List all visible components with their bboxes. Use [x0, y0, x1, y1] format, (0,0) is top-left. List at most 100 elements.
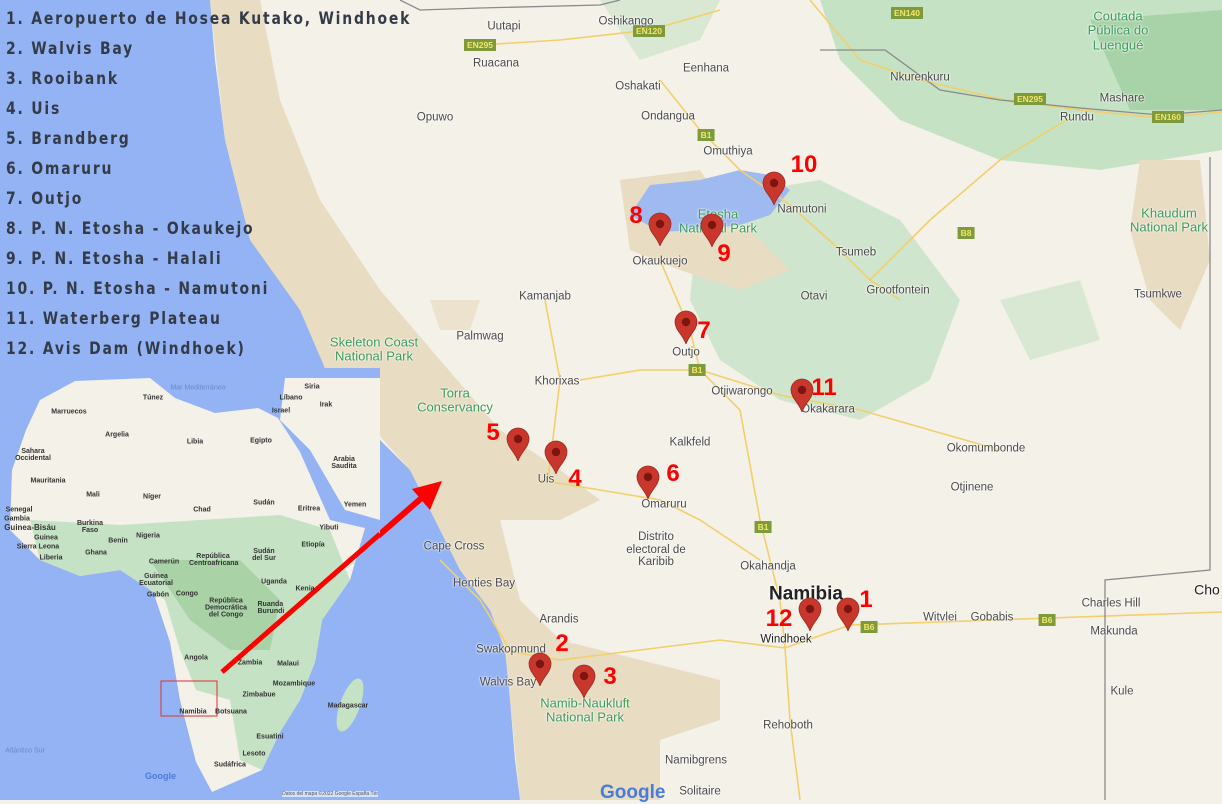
- country-label: Uganda: [261, 578, 287, 586]
- place-label: Rundu: [1060, 111, 1094, 124]
- place-label: Khorixas: [534, 375, 580, 388]
- map-marker-pin[interactable]: [798, 597, 822, 633]
- country-label: Guinea Ecuatorial: [139, 573, 173, 587]
- marker-number: 1: [859, 586, 873, 613]
- country-label: Ruanda Burundi: [257, 601, 285, 615]
- country-label: Irak: [319, 401, 333, 409]
- place-label: Grootfontein: [866, 284, 930, 297]
- map-marker-pin[interactable]: [700, 213, 724, 249]
- country-label: Zimbabue: [242, 691, 276, 699]
- country-label: Camerún: [148, 558, 180, 566]
- map-marker-pin[interactable]: [528, 652, 552, 688]
- marker-number: 2: [555, 630, 569, 657]
- google-logo: Google: [600, 782, 666, 803]
- legend-item: 5. Brandberg: [6, 129, 131, 149]
- country-label: Ghana: [85, 549, 107, 557]
- place-label: Namibgrens: [665, 754, 727, 767]
- place-label: Omaruru: [641, 498, 687, 511]
- place-label: Gobabis: [970, 611, 1014, 624]
- place-label: Uis: [537, 473, 555, 486]
- place-label: Ruacana: [472, 57, 520, 70]
- country-label: Angola: [184, 654, 208, 662]
- country-label: Madagascar: [327, 702, 369, 710]
- legend-item: 12. Avis Dam (Windhoek): [6, 339, 246, 359]
- country-label: Benín: [108, 537, 128, 545]
- road-shield: B1: [754, 521, 772, 533]
- africa-shape: [10, 378, 380, 792]
- country-label: Mali: [86, 491, 100, 499]
- map-marker-pin[interactable]: [506, 427, 530, 463]
- road-shield: EN295: [1014, 93, 1046, 105]
- place-label: Okomumbonde: [946, 442, 1026, 455]
- place-label: Makunda: [1090, 625, 1138, 638]
- place-label: Cape Cross: [423, 540, 485, 553]
- park-label: Namib-Naukluft National Park: [540, 695, 630, 725]
- country-label: Mozambique: [272, 680, 316, 688]
- country-label: Yemen: [343, 501, 367, 509]
- country-label: Congo: [175, 590, 199, 598]
- map-marker-pin[interactable]: [648, 212, 672, 248]
- country-label: Lesoto: [242, 750, 266, 758]
- map-marker-pin[interactable]: [572, 664, 596, 700]
- country-label: Sudán del Sur: [252, 548, 276, 562]
- country-label: Guinea: [34, 534, 58, 542]
- country-label: Libia: [186, 438, 204, 446]
- road-shield: EN140: [891, 7, 923, 19]
- place-label: Solitaire: [679, 785, 721, 798]
- country-label: Zambia: [237, 659, 263, 667]
- place-label: Kalkfeld: [669, 436, 711, 449]
- place-label: Rehoboth: [763, 719, 813, 732]
- place-label: Tsumeb: [835, 246, 877, 259]
- place-label: Tsumkwe: [1134, 288, 1182, 301]
- place-label: Swakopmund: [476, 643, 546, 656]
- marker-number: 8: [629, 202, 643, 229]
- road-shield: B1: [688, 364, 706, 376]
- place-label: Mashare: [1099, 92, 1145, 105]
- marker-number: 7: [697, 317, 711, 344]
- country-label: República Centroafricana: [189, 553, 239, 567]
- map-marker-pin[interactable]: [544, 440, 568, 476]
- country-label: Malaui: [277, 660, 299, 668]
- marker-number: 10: [790, 151, 818, 178]
- country-label: Etiopía: [301, 541, 325, 549]
- map-marker-pin[interactable]: [636, 465, 660, 501]
- country-label: Sudáfrica: [214, 761, 246, 769]
- country-label: Burkina Faso: [76, 520, 104, 534]
- legend-item: 8. P. N. Etosha - Okaukejo: [6, 219, 255, 239]
- etosha-pan: [630, 170, 790, 232]
- country-label: Namibia: [769, 583, 843, 605]
- country-label: Liberia: [39, 554, 63, 562]
- map-marker-pin[interactable]: [674, 310, 698, 346]
- road-shield: EN120: [633, 25, 665, 37]
- legend-item: 9. P. N. Etosha - Halali: [6, 249, 223, 269]
- legend-item: 4. Uis: [6, 99, 62, 119]
- country-label: Kenia: [295, 585, 315, 593]
- country-label: Egipto: [250, 437, 272, 445]
- country-label: Gambia: [4, 515, 30, 523]
- marker-number: 12: [765, 605, 793, 632]
- sea-label: Atlántico Sur: [5, 747, 45, 755]
- park-label: Torra Conservancy: [417, 385, 493, 415]
- place-label: Opuwo: [416, 111, 454, 124]
- road-shield: EN295: [464, 39, 496, 51]
- country-label: Israel: [271, 407, 291, 415]
- place-label: Namutoni: [777, 203, 827, 216]
- country-label: Túnez: [142, 394, 164, 402]
- country-label: Yibuti: [319, 524, 339, 532]
- place-label: Kule: [1110, 685, 1134, 698]
- google-logo: Google: [145, 771, 176, 781]
- place-label: Omuthiya: [703, 145, 753, 158]
- road-shield: B6: [860, 621, 878, 633]
- place-label: Okaukuejo: [632, 255, 688, 268]
- map-marker-pin[interactable]: [790, 378, 814, 414]
- place-label: Outjo: [672, 346, 700, 359]
- place-label: Witvlei: [923, 611, 957, 624]
- country-label: Gabón: [146, 591, 170, 599]
- place-label: Oshikango: [598, 15, 654, 28]
- marker-number: 5: [486, 419, 500, 446]
- country-label: Sudán: [253, 499, 275, 507]
- map-marker-pin[interactable]: [836, 597, 860, 633]
- map-marker-pin[interactable]: [762, 171, 786, 207]
- marker-number: 4: [568, 465, 582, 492]
- place-label: Walvis Bay: [479, 676, 537, 689]
